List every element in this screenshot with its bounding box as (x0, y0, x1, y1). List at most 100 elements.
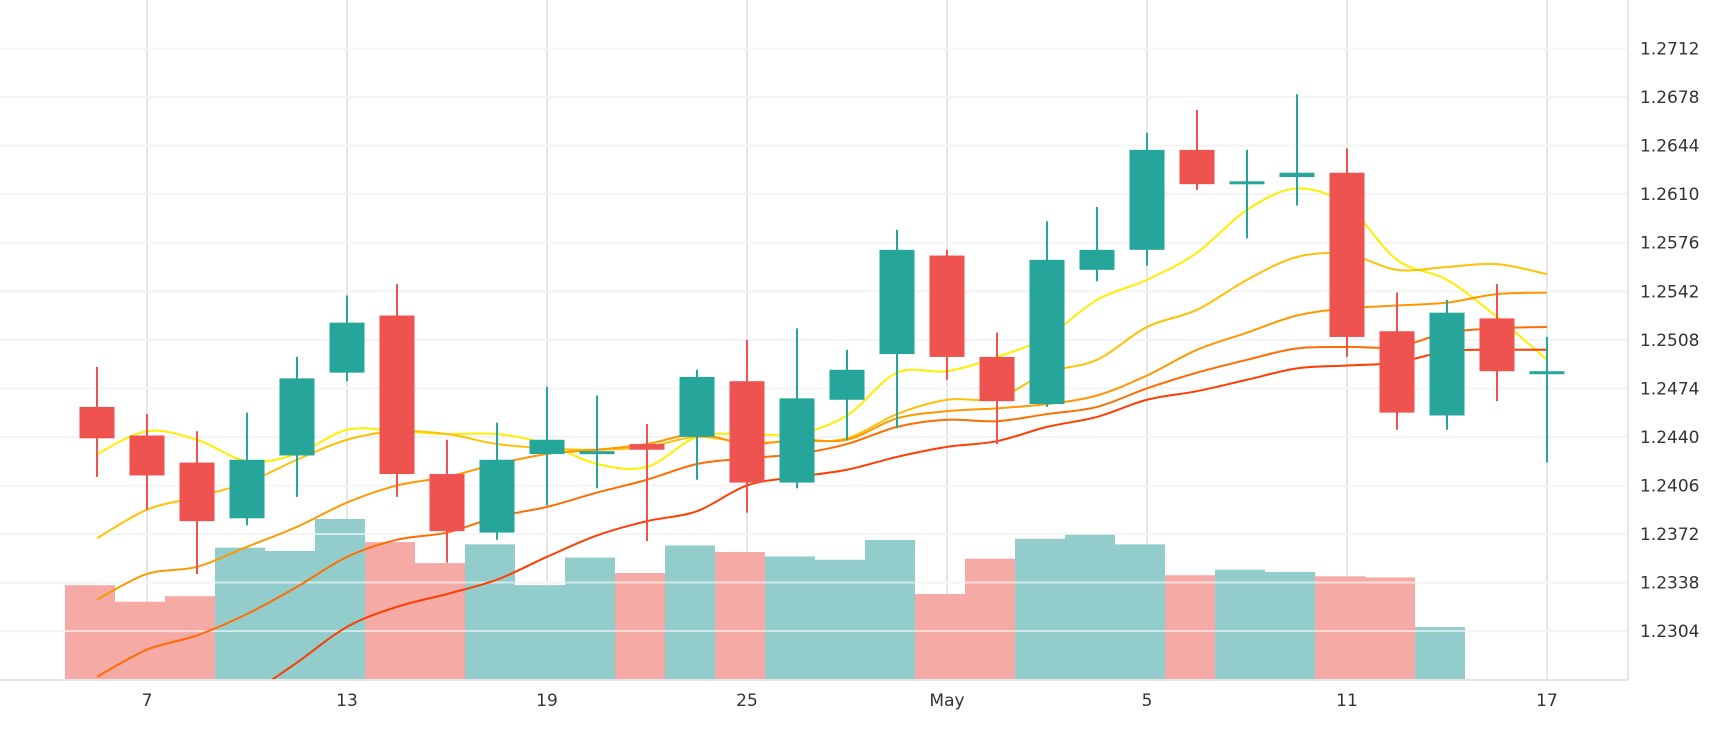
candle-body (929, 255, 965, 357)
candle-up (879, 229, 915, 429)
candle-body (79, 406, 115, 439)
candle-up (1129, 132, 1165, 266)
y-tick-label: 1.2440 (1640, 428, 1699, 448)
candle-down (629, 424, 665, 542)
candle-body (1379, 331, 1415, 413)
candle-up (1429, 299, 1465, 430)
candle-body (1129, 149, 1165, 250)
candle-down (429, 439, 465, 563)
y-tick-label: 1.2712 (1640, 40, 1699, 60)
x-tick-label: 19 (536, 691, 558, 711)
volume-bar (915, 593, 965, 680)
y-tick-label: 1.2372 (1640, 525, 1699, 545)
volume-bar (865, 539, 915, 680)
candle-down (1179, 109, 1215, 190)
volume-bar (415, 563, 465, 680)
volume-bar (1165, 575, 1215, 680)
candle-down (79, 366, 115, 477)
y-tick-label: 1.2576 (1640, 234, 1699, 254)
volume-bar (1115, 544, 1165, 680)
candle-down (129, 414, 165, 510)
volume-bars (0, 47, 1628, 680)
volume-bar (815, 559, 865, 680)
volume-bar (1015, 538, 1065, 680)
volume-bar (1315, 576, 1365, 680)
candle-body (1329, 172, 1365, 337)
candle-up (329, 295, 365, 382)
candle-up (1279, 94, 1315, 206)
ma-5-line (269, 348, 1548, 680)
axes: 1.2712 1.2678 1.2644 1.2610 1.2576 1.2542 1.25… (0, 0, 1699, 711)
candle-body (629, 444, 665, 450)
volume-bar (715, 552, 765, 680)
y-tick-label: 1.2304 (1640, 622, 1699, 642)
y-tick-label: 1.2644 (1640, 137, 1699, 157)
y-tick-label: 1.2406 (1640, 476, 1699, 496)
x-tick-label: 5 (1142, 691, 1153, 711)
candle-body (779, 398, 815, 483)
candle-down (1379, 292, 1415, 430)
volume-bar (1215, 569, 1265, 680)
candle-body (529, 439, 565, 455)
x-tick-label: 7 (142, 691, 153, 711)
candle-body (129, 435, 165, 476)
volume-bar (265, 550, 315, 680)
x-tick-label: 25 (736, 691, 758, 711)
candle-body (179, 462, 215, 522)
candle-body (379, 315, 415, 475)
candle-body (879, 249, 915, 355)
y-tick-label: 1.2542 (1640, 282, 1699, 302)
y-tick-label: 1.2338 (1640, 574, 1699, 594)
candle-body (679, 376, 715, 437)
candle-body (1529, 371, 1565, 375)
candle-body (1029, 259, 1065, 405)
candle-body (279, 378, 315, 456)
candle-up (279, 356, 315, 497)
volume-bar (965, 558, 1015, 680)
x-tick-label: 13 (336, 691, 358, 711)
volume-bar (65, 585, 115, 680)
volume-bar (315, 518, 365, 680)
volume-bar (365, 542, 415, 680)
candle-down (979, 332, 1015, 445)
candle-body (1429, 312, 1465, 416)
candle-body (1279, 172, 1315, 178)
candle-body (829, 369, 865, 400)
candles (79, 94, 1565, 574)
candle-up (579, 395, 615, 489)
volume-bar (1265, 571, 1315, 680)
candle-up (1529, 336, 1565, 463)
candle-up (1079, 207, 1115, 282)
y-tick-label: 1.2678 (1640, 88, 1699, 108)
y-tick-label: 1.2610 (1640, 185, 1699, 205)
volume-bar (115, 601, 165, 680)
candle-down (929, 249, 965, 380)
volume-bar (215, 547, 265, 680)
candle-body (1479, 318, 1515, 372)
candle-body (229, 459, 265, 519)
candle-up (229, 412, 265, 526)
x-tick-label: 17 (1536, 691, 1558, 711)
x-tick-label: May (929, 691, 964, 711)
volume-bar (665, 545, 715, 680)
candle-up (1029, 221, 1065, 407)
candle-body (329, 322, 365, 373)
ma-4-line (96, 325, 1548, 678)
candle-body (729, 381, 765, 483)
y-tick-label: 1.2508 (1640, 331, 1699, 351)
volume-bar (515, 585, 565, 680)
candle-down (729, 339, 765, 513)
volume-bar (615, 573, 665, 680)
candle-body (1229, 181, 1265, 185)
volume-bar (765, 556, 815, 680)
candle-down (179, 431, 215, 574)
volume-bar (1365, 577, 1415, 680)
candle-body (579, 451, 615, 455)
volume-bar (1065, 534, 1115, 680)
candle-body (479, 459, 515, 533)
y-tick-label: 1.2474 (1640, 379, 1699, 399)
x-tick-label: 11 (1336, 691, 1358, 711)
volume-bar (1415, 627, 1465, 680)
candle-down (1329, 148, 1365, 357)
